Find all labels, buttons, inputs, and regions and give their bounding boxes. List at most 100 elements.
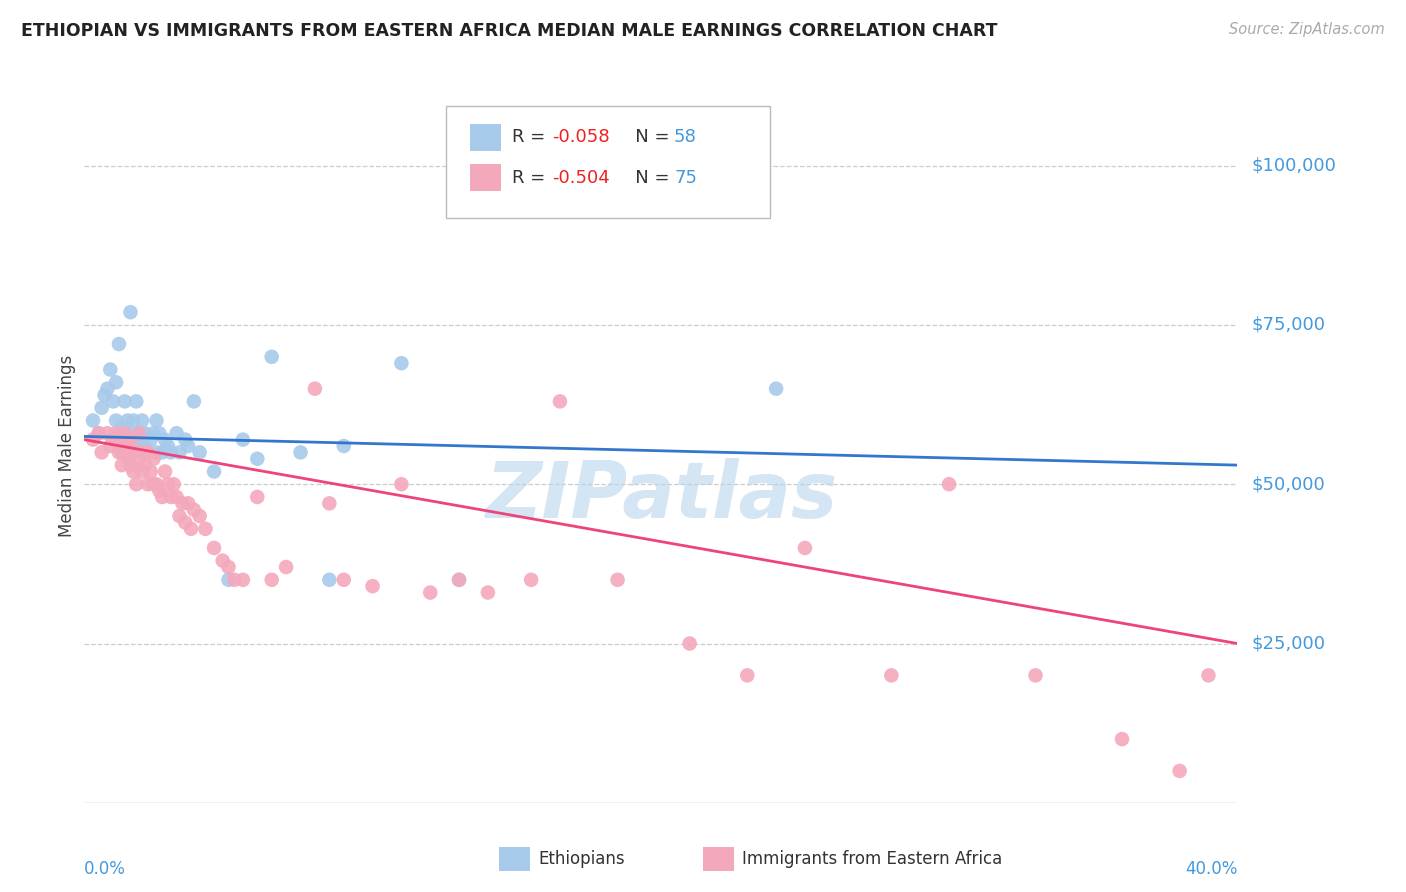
Point [134,458,156,472]
Point [117,445,139,459]
Point [880,668,903,682]
Point [153,433,176,447]
Point [318,496,340,510]
Point [82,433,104,447]
Text: ETHIOPIAN VS IMMIGRANTS FROM EASTERN AFRICA MEDIAN MALE EARNINGS CORRELATION CHA: ETHIOPIAN VS IMMIGRANTS FROM EASTERN AFR… [21,22,998,40]
Point [150,445,173,459]
Point [1111,732,1133,747]
Point [90,445,112,459]
Point [111,458,134,472]
Point [793,541,815,555]
Point [108,433,131,447]
Point [172,496,194,510]
Point [211,554,233,568]
Point [188,509,211,524]
Point [160,445,183,459]
Point [90,401,112,415]
Point [117,439,139,453]
Point [98,439,121,453]
Point [156,477,179,491]
Text: -0.504: -0.504 [551,169,609,186]
Point [122,433,145,447]
Text: Immigrants from Eastern Africa: Immigrants from Eastern Africa [742,850,1002,868]
Text: $25,000: $25,000 [1251,634,1326,653]
Point [174,516,197,530]
Text: 40.0%: 40.0% [1185,860,1237,878]
Point [114,394,136,409]
Point [131,465,153,479]
Point [163,477,186,491]
Point [105,376,128,390]
Point [332,573,354,587]
Point [145,413,167,427]
Text: 0.0%: 0.0% [84,860,127,878]
Point [391,356,413,370]
Text: ZIPatlas: ZIPatlas [485,458,837,534]
Text: $75,000: $75,000 [1251,316,1326,334]
Point [678,636,700,650]
Point [96,426,118,441]
Point [169,509,191,524]
Point [194,522,217,536]
Point [148,426,170,441]
Point [108,433,131,447]
Point [361,579,384,593]
Point [150,490,173,504]
Point [128,451,150,466]
Point [122,465,145,479]
Point [122,445,145,459]
Point [103,433,124,447]
Text: 75: 75 [673,169,697,186]
Text: $50,000: $50,000 [1251,475,1326,493]
Point [120,458,142,472]
Point [114,433,136,447]
Point [177,496,200,510]
Text: Ethiopians: Ethiopians [538,850,626,868]
Point [145,445,167,459]
Point [246,490,269,504]
Point [139,433,162,447]
Point [142,451,165,466]
Point [148,483,170,498]
Point [134,439,156,453]
Point [224,573,246,587]
Point [108,337,131,351]
Point [103,433,124,447]
Point [114,445,136,459]
Point [120,439,142,453]
Point [96,382,118,396]
Point [260,350,283,364]
Point [520,573,543,587]
Text: R =: R = [512,169,551,186]
Point [156,439,179,453]
Point [128,426,150,441]
Text: Source: ZipAtlas.com: Source: ZipAtlas.com [1229,22,1385,37]
Point [1024,668,1046,682]
Point [128,439,150,453]
Point [202,541,225,555]
Point [318,573,340,587]
Point [142,477,165,491]
Point [134,426,156,441]
Point [174,433,197,447]
Point [139,465,162,479]
Point [606,573,628,587]
Text: 58: 58 [673,128,697,146]
Point [125,477,148,491]
Point [131,445,153,459]
Text: $100,000: $100,000 [1251,157,1337,175]
Point [765,382,787,396]
Text: R =: R = [512,128,551,146]
Point [114,426,136,441]
Point [136,477,159,491]
Point [246,451,269,466]
Text: N =: N = [617,128,675,146]
Point [93,388,115,402]
Y-axis label: Median Male Earnings: Median Male Earnings [58,355,76,537]
Point [183,394,205,409]
Point [105,413,128,427]
Point [274,560,298,574]
Point [120,426,142,441]
Text: -0.058: -0.058 [551,128,609,146]
Point [217,560,239,574]
